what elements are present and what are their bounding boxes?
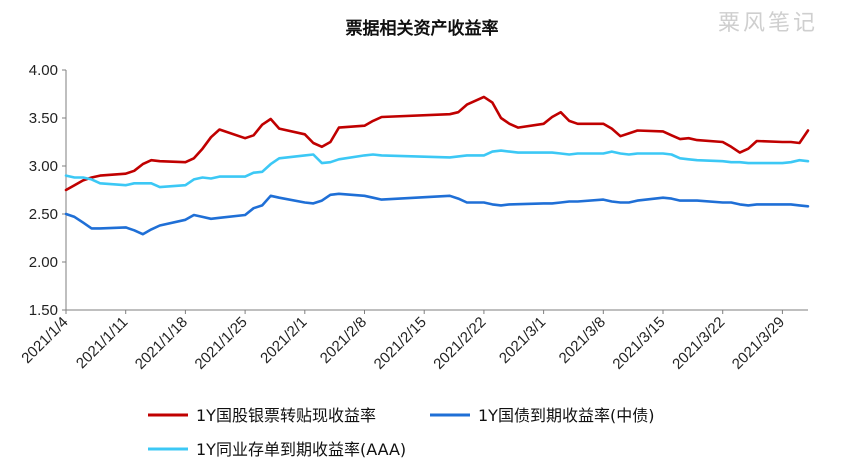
x-tick-label: 2021/1/25 <box>192 314 251 373</box>
legend-label: 1Y国股银票转贴现收益率 <box>196 406 376 425</box>
legend-item: 1Y国股银票转贴现收益率 <box>148 406 376 425</box>
x-tick-label: 2021/1/18 <box>132 314 191 373</box>
x-tick-label: 2021/1/11 <box>73 314 131 372</box>
series-layer <box>64 95 810 236</box>
x-tick-label: 2021/2/1 <box>257 314 310 367</box>
y-tick-label: 1.50 <box>29 302 58 319</box>
legend-label: 1Y同业存单到期收益率(AAA) <box>196 440 406 459</box>
x-tick-label: 2021/3/29 <box>729 314 788 373</box>
y-tick-label: 2.00 <box>29 254 58 271</box>
x-tick-label: 2021/2/22 <box>430 314 489 373</box>
legend: 1Y国股银票转贴现收益率 1Y国债到期收益率(中债) 1Y同业存单到期收益率(AAA… <box>148 406 654 459</box>
y-tick-label: 3.50 <box>29 110 58 127</box>
legend-item: 1Y同业存单到期收益率(AAA) <box>148 440 406 459</box>
y-tick-label: 4.00 <box>29 62 58 79</box>
x-tick-label: 2021/3/8 <box>556 314 609 367</box>
chart-title: 票据相关资产收益率 <box>346 18 499 39</box>
y-tick-label: 3.00 <box>29 158 58 175</box>
series-line-1 <box>64 95 810 192</box>
x-tick-label: 2021/2/15 <box>371 314 430 373</box>
x-tick-label: 2021/3/15 <box>609 314 668 373</box>
y-tick-label: 2.50 <box>29 206 58 223</box>
watermark: 粟风笔记 <box>718 11 818 36</box>
legend-label: 1Y国债到期收益率(中债) <box>478 406 654 425</box>
x-tick-label: 2021/3/1 <box>496 314 549 367</box>
series-line-2 <box>64 192 810 236</box>
x-tick-label: 2021/2/8 <box>317 314 370 367</box>
series-line-3 <box>64 149 810 189</box>
x-tick-label: 2021/1/4 <box>18 314 71 367</box>
x-tick-label: 2021/3/22 <box>669 314 728 373</box>
legend-item: 1Y国债到期收益率(中债) <box>430 406 654 425</box>
